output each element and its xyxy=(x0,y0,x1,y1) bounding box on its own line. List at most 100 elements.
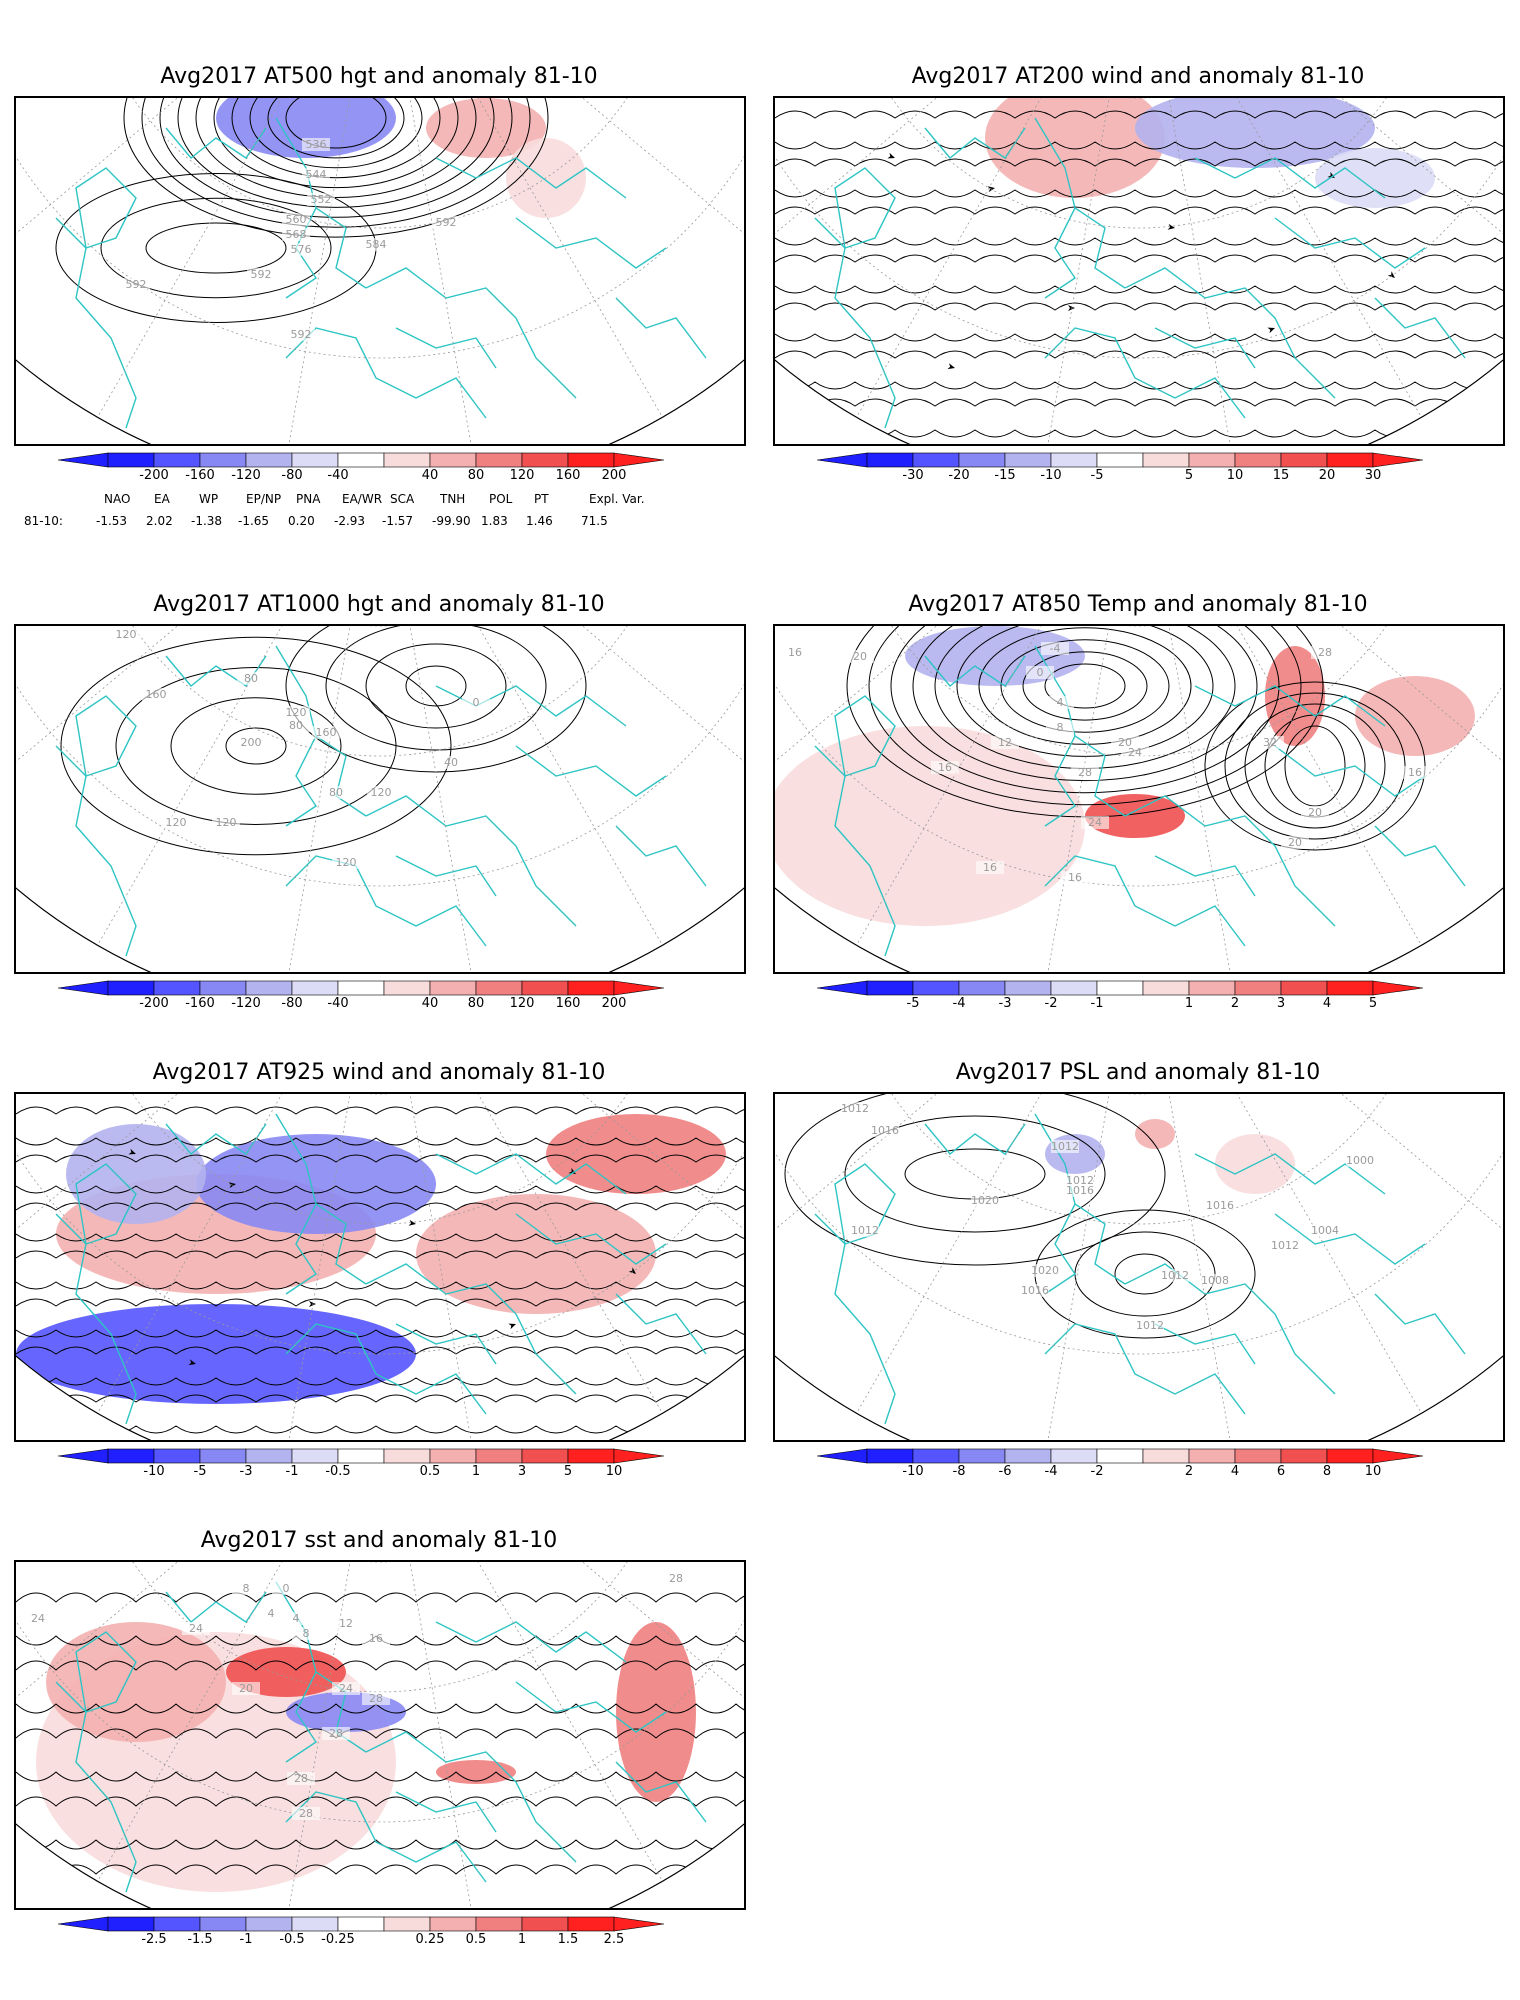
colorbar-segment xyxy=(1004,452,1052,468)
colorbar-svg xyxy=(817,980,1424,996)
colorbar-tick-label: -1 xyxy=(1090,996,1104,1011)
colorbar-tick-label: -15 xyxy=(994,468,1016,483)
colorbar-tick-label: 40 xyxy=(421,996,439,1011)
colorbar-segment xyxy=(1326,452,1374,468)
colorbar-segment xyxy=(383,452,431,468)
colorbar-segment xyxy=(1234,980,1282,996)
colorbar-svg xyxy=(58,1916,665,1932)
colorbar-tick-label: -2 xyxy=(1090,1464,1104,1479)
colorbar-segment xyxy=(383,980,431,996)
colorbar-tick-label: 200 xyxy=(601,996,627,1011)
teleconnection-header: EP/NP xyxy=(246,492,282,506)
colorbar-tick-label: 200 xyxy=(601,468,627,483)
colorbar-tick-label: 4 xyxy=(1322,996,1332,1011)
colorbar-segment xyxy=(291,1916,339,1932)
colorbar-tick-label: 1 xyxy=(1184,996,1194,1011)
colorbar-arrow-right xyxy=(1372,1448,1424,1464)
colorbar-tick-label: 0.5 xyxy=(465,1932,487,1947)
colorbar-labels: -10 -8 -6 -4 -2 2 4 6 8 10 xyxy=(817,1464,1457,1480)
teleconnection-table: NAO EA WP EP/NP PNA EA/WR SCA TNH POL PT Expl. Var… xyxy=(24,492,724,532)
colorbar-tick-label: -20 xyxy=(948,468,970,483)
colorbar-segment xyxy=(199,1916,247,1932)
colorbar-tick-label: 10 xyxy=(605,1464,623,1479)
colorbar-segment xyxy=(199,452,247,468)
colorbar-segment xyxy=(958,452,1006,468)
colorbar-tick-label: -2.5 xyxy=(141,1932,167,1947)
colorbar-arrow-left xyxy=(817,1448,868,1464)
colorbar-segment xyxy=(567,452,615,468)
colorbar-segment xyxy=(475,980,523,996)
colorbar-tick-label: -0.5 xyxy=(279,1932,305,1947)
colorbar-tick-label: 2.5 xyxy=(603,1932,625,1947)
colorbar-tick-label: -200 xyxy=(139,996,169,1011)
colorbar-segment xyxy=(291,452,339,468)
colorbar-tick-label: -1 xyxy=(239,1932,253,1947)
colorbar-segment xyxy=(521,1916,569,1932)
teleconnection-header: TNH xyxy=(440,492,466,506)
colorbar-tick-label: 10 xyxy=(1226,468,1244,483)
colorbar-tick-label: -30 xyxy=(902,468,924,483)
panel-title: Avg2017 sst and anomaly 81-10 xyxy=(200,1528,558,1553)
panel-title: Avg2017 PSL and anomaly 81-10 xyxy=(955,1060,1321,1085)
colorbar-segment xyxy=(866,980,914,996)
colorbar-labels: -2.5 -1.5 -1 -0.5 -0.25 0.25 0.5 1 1.5 2.5 xyxy=(58,1932,698,1948)
colorbar-segment xyxy=(337,1448,385,1464)
colorbar-arrow-left xyxy=(58,452,109,468)
colorbar-segment xyxy=(912,1448,960,1464)
teleconnection-value: -1.65 xyxy=(238,514,270,528)
colorbar-labels: -200 -160 -120 -80 -40 40 80 120 160 200 xyxy=(58,468,698,484)
colorbar-segment xyxy=(912,452,960,468)
colorbar-segment xyxy=(1142,980,1190,996)
colorbar-segment xyxy=(153,1448,201,1464)
colorbar-segment xyxy=(567,1916,615,1932)
colorbar-tick-label: -3 xyxy=(998,996,1012,1011)
colorbar-segment xyxy=(153,1916,201,1932)
colorbar-segment xyxy=(429,980,477,996)
colorbar-segment xyxy=(245,1448,293,1464)
colorbar-labels: -30 -20 -15 -10 -5 5 10 15 20 30 xyxy=(817,468,1457,484)
colorbar-tick-label: 2 xyxy=(1230,996,1240,1011)
colorbar-segment xyxy=(521,452,569,468)
colorbar-arrow-left xyxy=(817,452,868,468)
colorbar-segment xyxy=(1280,980,1328,996)
map-canvas: 1620-404812162024283228162024201616 xyxy=(775,626,1503,972)
teleconnection-header: NAO xyxy=(104,492,131,506)
colorbar-labels: -10 -5 -3 -1 -0.5 0.5 1 3 5 10 xyxy=(58,1464,698,1480)
colorbar-segment xyxy=(475,1448,523,1464)
colorbar-tick-label: -40 xyxy=(327,468,349,483)
map-sst: 248404812162420242828282828 xyxy=(14,1560,746,1910)
colorbar-segment xyxy=(1188,452,1236,468)
colorbar-svg xyxy=(58,980,665,996)
colorbar-segment xyxy=(337,452,385,468)
colorbar-segment xyxy=(866,1448,914,1464)
colorbar-segment xyxy=(1096,980,1144,996)
colorbar-segment xyxy=(107,1448,155,1464)
panel-title: Avg2017 AT925 wind and anomaly 81-10 xyxy=(152,1060,606,1085)
teleconnection-value: -1.53 xyxy=(96,514,128,528)
colorbar-tick-label: -160 xyxy=(185,996,215,1011)
colorbar-tick-label: 5 xyxy=(1368,996,1378,1011)
colorbar-tick-label: -1 xyxy=(285,1464,299,1479)
colorbar-segment xyxy=(1004,1448,1052,1464)
colorbar-segment xyxy=(199,1448,247,1464)
teleconnection-header: POL xyxy=(489,492,513,506)
colorbar-segment xyxy=(1188,980,1236,996)
colorbar-segment xyxy=(337,1916,385,1932)
colorbar-tick-label: 1 xyxy=(517,1932,527,1947)
teleconnection-value: -1.38 xyxy=(191,514,223,528)
colorbar-tick-label: -120 xyxy=(231,996,261,1011)
colorbar-tick-label: 160 xyxy=(555,996,581,1011)
teleconnection-header: EA xyxy=(154,492,170,506)
colorbar-tick-label: 4 xyxy=(1230,1464,1240,1479)
colorbar-segment xyxy=(521,1448,569,1464)
colorbar-labels: -5 -4 -3 -2 -1 1 2 3 4 5 xyxy=(817,996,1457,1012)
colorbar-sst: -2.5 -1.5 -1 -0.5 -0.25 0.25 0.5 1 1.5 2.5 xyxy=(58,1916,698,1948)
map-canvas xyxy=(16,1094,744,1440)
colorbar-tick-label: 0.25 xyxy=(415,1932,445,1947)
colorbar-arrow-left xyxy=(58,980,109,996)
colorbar-arrow-right xyxy=(1372,980,1424,996)
colorbar-svg xyxy=(58,1448,665,1464)
colorbar-psl: -10 -8 -6 -4 -2 2 4 6 8 10 xyxy=(817,1448,1457,1480)
colorbar-arrow-right xyxy=(1372,452,1424,468)
colorbar-at200: -30 -20 -15 -10 -5 5 10 15 20 30 xyxy=(817,452,1457,484)
